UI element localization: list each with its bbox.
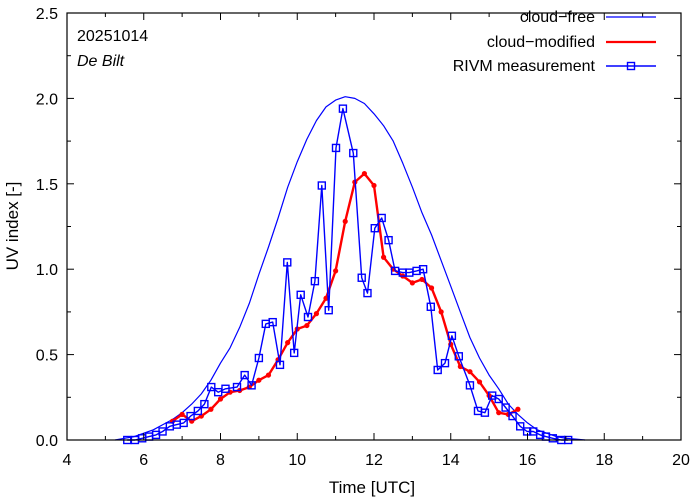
data-point <box>289 348 299 358</box>
data-point <box>428 285 435 291</box>
data-point <box>254 353 264 363</box>
data-point <box>207 382 216 392</box>
legend-label-cloud-free: cloud−free <box>520 9 595 26</box>
data-point <box>342 218 348 224</box>
data-point <box>331 143 341 153</box>
data-point <box>275 360 285 370</box>
data-point <box>313 311 320 317</box>
data-point <box>516 422 525 431</box>
data-point <box>247 381 256 390</box>
data-point <box>447 331 457 341</box>
data-point <box>363 288 372 298</box>
data-point <box>221 384 230 393</box>
data-point <box>476 379 483 385</box>
data-point <box>283 258 292 267</box>
data-point <box>465 381 475 390</box>
plot-series <box>114 96 586 445</box>
y-tick-label: 2.0 <box>36 91 58 108</box>
y-axis-label: UV index [-] <box>3 182 22 271</box>
data-point <box>265 372 272 378</box>
data-point <box>371 182 377 189</box>
data-point <box>349 148 358 158</box>
data-point <box>200 399 209 409</box>
x-tick-label: 6 <box>139 452 148 469</box>
data-point <box>535 430 545 440</box>
data-point <box>208 406 214 412</box>
data-point <box>333 268 339 274</box>
x-tick-label: 16 <box>519 452 537 469</box>
data-point <box>268 317 277 327</box>
series-2 <box>123 104 573 445</box>
data-point <box>454 352 464 361</box>
data-point <box>304 322 310 329</box>
x-axis-label: Time [UTC] <box>329 478 415 497</box>
x-tick-label: 14 <box>442 452 460 469</box>
x-tick-label: 4 <box>63 452 72 469</box>
data-point <box>496 410 502 416</box>
data-point <box>357 273 366 282</box>
data-point <box>438 309 444 315</box>
x-tick-label: 12 <box>365 452 383 469</box>
location-annotation: De Bilt <box>77 53 125 70</box>
y-tick-labels: 0.0 0.5 1.0 1.5 2.0 2.5 <box>36 6 58 450</box>
data-point <box>409 280 415 286</box>
data-point <box>380 254 387 260</box>
data-point <box>548 434 558 443</box>
data-point <box>324 305 333 315</box>
data-point <box>338 104 348 113</box>
x-tick-label: 18 <box>595 452 613 469</box>
data-point <box>193 406 203 416</box>
data-point <box>440 358 450 368</box>
data-point <box>426 302 435 311</box>
data-point <box>480 408 490 417</box>
series-line <box>114 96 586 441</box>
data-point <box>418 265 428 274</box>
data-point <box>179 411 185 417</box>
data-point <box>310 276 320 286</box>
data-point <box>467 369 473 375</box>
data-point <box>370 224 379 233</box>
date-annotation: 20251014 <box>77 28 148 45</box>
y-tick-label: 1.0 <box>36 262 58 279</box>
data-point <box>240 370 249 380</box>
data-point <box>217 396 224 402</box>
data-point <box>296 290 305 300</box>
data-point <box>317 181 327 190</box>
data-point <box>377 213 386 223</box>
data-point <box>179 418 188 428</box>
data-point <box>494 394 503 404</box>
series-0 <box>114 96 586 441</box>
x-tick-label: 10 <box>288 452 306 469</box>
data-point <box>186 411 195 421</box>
data-point <box>285 340 291 346</box>
data-point <box>419 276 425 283</box>
legend-marker-square <box>626 61 636 71</box>
x-tick-label: 20 <box>672 452 690 469</box>
axis-ticks <box>66 12 682 441</box>
legend: cloud−free cloud−modified RIVM measureme… <box>453 9 656 75</box>
y-tick-label: 1.5 <box>36 177 58 194</box>
data-point <box>158 427 167 436</box>
plot-frame <box>66 12 682 441</box>
data-point <box>508 411 517 421</box>
data-point <box>361 170 368 177</box>
data-point <box>433 365 442 375</box>
y-tick-label: 0.0 <box>36 433 58 450</box>
y-tick-label: 2.5 <box>36 6 58 23</box>
data-point <box>232 382 242 392</box>
data-point <box>384 235 393 245</box>
y-tick-label: 0.5 <box>36 348 58 365</box>
x-tick-label: 8 <box>216 452 225 469</box>
data-point <box>303 312 313 322</box>
data-point <box>256 377 262 383</box>
legend-label-rivm-measurement: RIVM measurement <box>453 58 596 75</box>
data-point <box>501 403 510 412</box>
series-line <box>127 107 569 441</box>
x-tick-labels: 4 6 8 10 12 14 16 18 20 <box>63 452 690 469</box>
data-point <box>515 406 521 412</box>
legend-label-cloud-modified: cloud−modified <box>487 34 595 51</box>
